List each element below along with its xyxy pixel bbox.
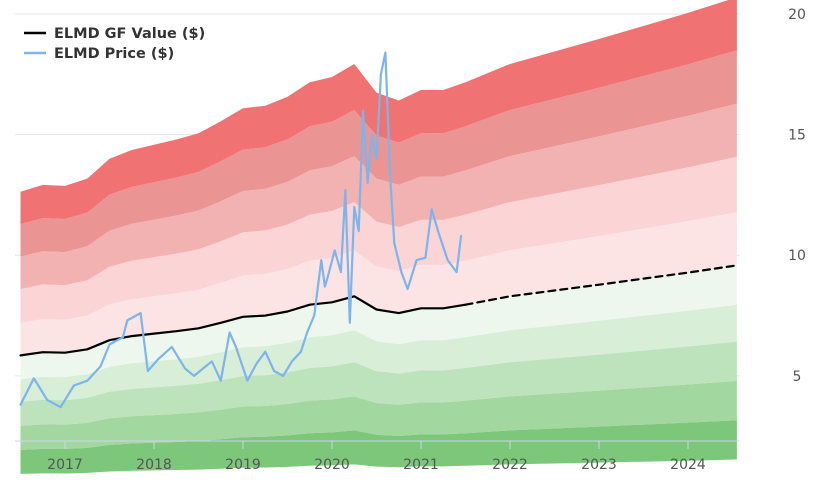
legend-item-gf-value[interactable]: ELMD GF Value ($) [24,26,205,42]
lower-band-3 [20,341,737,426]
legend-label-gf-value: ELMD GF Value ($) [54,26,205,42]
lower-band-2 [20,304,737,402]
upper-band-2 [20,156,737,323]
lower-band-1 [20,265,737,380]
x-tick-label-2021: 2021 [403,457,439,473]
x-tick-label-2024: 2024 [670,457,706,473]
x-tick-label-2019: 2019 [225,457,261,473]
valuation-bands [20,0,737,474]
x-tick-label-2018: 2018 [136,457,172,473]
axes [15,440,740,449]
upper-band-3 [20,103,737,289]
series-lines [19,51,739,409]
upper-band-4 [20,50,737,257]
x-tick-label-2020: 2020 [314,457,350,473]
y-tick-label-20: 20 [788,7,806,23]
x-tick-label-2023: 2023 [581,457,617,473]
tick-labels: 5 10 15 20 2017 2018 2019 2020 2021 2022 2023 2024 [47,7,806,473]
price-line [19,51,463,409]
gf-value-line [19,295,467,357]
x-tick-label-2022: 2022 [492,457,528,473]
legend-label-price: ELMD Price ($) [54,46,174,62]
y-tick-label-15: 15 [788,128,806,144]
gf-value-projection-line [464,264,739,306]
legend: ELMD GF Value ($) ELMD Price ($) [24,26,205,62]
lower-band-4 [20,380,737,450]
lower-band-5 [20,420,737,474]
x-tick-label-2017: 2017 [47,457,83,473]
upper-band-1 [20,212,737,356]
y-tick-label-10: 10 [788,248,806,264]
y-tick-label-5: 5 [793,369,802,385]
legend-item-price[interactable]: ELMD Price ($) [24,46,174,62]
